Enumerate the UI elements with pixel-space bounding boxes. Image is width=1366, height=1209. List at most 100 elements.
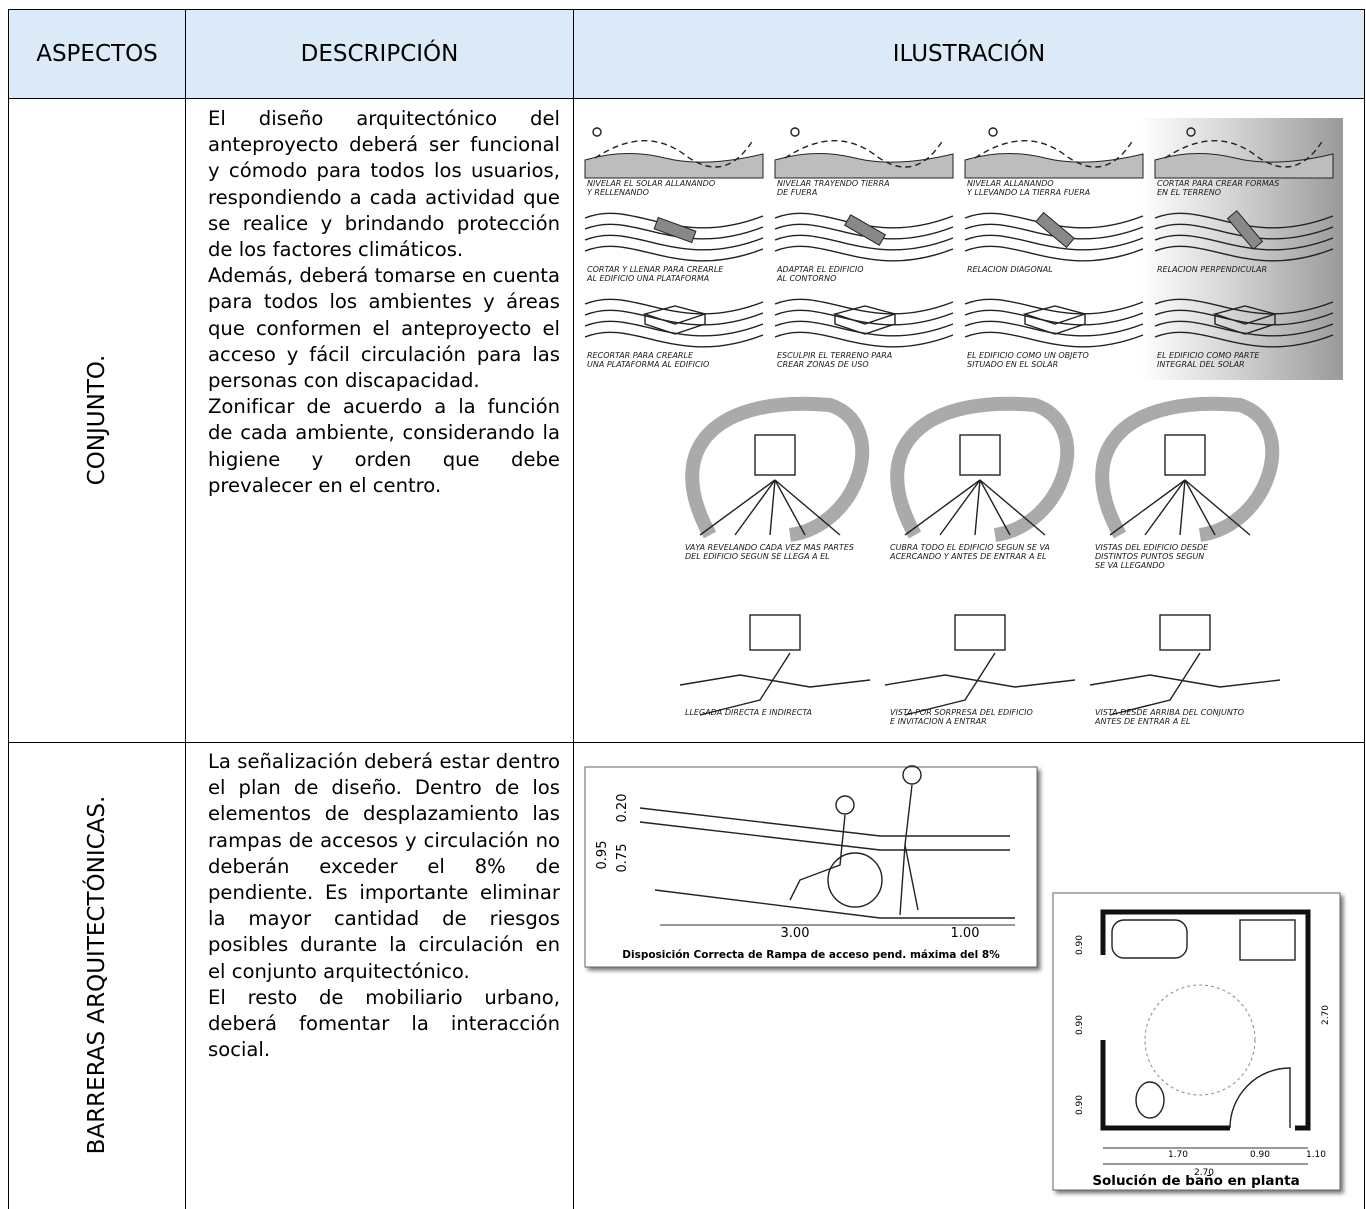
- sketch-caption: AL EDIFICIO UNA PLATAFORMA: [586, 274, 709, 283]
- contour: [774, 309, 954, 326]
- dimension: 0.75: [615, 844, 630, 873]
- header-text: ASPECTOS: [36, 41, 158, 67]
- sketch-caption: CORTAR Y LLENAR PARA CREARLE: [587, 265, 724, 274]
- description: La señalización deberá estar dentro el p…: [208, 749, 560, 1063]
- building: [832, 305, 898, 335]
- rule: [185, 9, 186, 1209]
- sightline: [774, 479, 841, 536]
- sketch-caption: RELACION PERPENDICULAR: [1157, 265, 1267, 274]
- head: [902, 765, 922, 785]
- ground: [774, 153, 954, 179]
- contour: [584, 223, 764, 240]
- paragraph: La señalización deberá estar dentro el p…: [208, 750, 560, 983]
- contour: [1154, 331, 1334, 348]
- paragraph: Además, deberá tomarse en cuenta para to…: [208, 264, 560, 393]
- profile: [784, 139, 944, 168]
- dimension: 0.90: [1075, 1095, 1085, 1115]
- bathtub: [1111, 919, 1188, 959]
- dimension: 0.90: [1250, 1150, 1270, 1160]
- building: [1212, 305, 1278, 335]
- description: El diseño arquitectónico del anteproyect…: [208, 106, 560, 499]
- walk: [699, 652, 791, 716]
- sightline: [1179, 479, 1186, 536]
- sketch-caption: Y RELLENANDO: [587, 188, 649, 197]
- contour: [1154, 245, 1334, 262]
- sketch-caption: Y LLEVANDO LA TIERRA FUERA: [967, 188, 1090, 197]
- sketch-caption: ESCULPIR EL TERRENO PARA: [777, 351, 892, 360]
- contour: [584, 298, 764, 315]
- sightline: [939, 479, 981, 536]
- sketch-caption: CUBRA TODO EL EDIFICIO SEGUN SE VA: [890, 543, 1050, 552]
- ramp-slope: [654, 889, 1015, 919]
- walk: [1109, 652, 1201, 716]
- sightline: [1184, 479, 1216, 536]
- building: [843, 214, 887, 246]
- figure-caption: Disposición Correcta de Rampa de acceso …: [622, 949, 1000, 961]
- terrain: [1089, 674, 1281, 688]
- sketch-caption: VISTA DESDE ARRIBA DEL CONJUNTO: [1095, 708, 1244, 717]
- sketch-caption: VAYA REVELANDO CADA VEZ MAS PARTES: [685, 543, 854, 552]
- contour: [1154, 298, 1334, 315]
- paragraph: El diseño arquitectónico del anteproyect…: [208, 107, 560, 262]
- head: [835, 795, 855, 815]
- rule: [8, 742, 1365, 743]
- wall: [1100, 909, 1311, 1131]
- sightline: [734, 479, 776, 536]
- door: [1229, 1067, 1291, 1129]
- sightline: [979, 479, 1046, 536]
- sketch-caption: UNA PLATAFORMA AL EDIFICIO: [587, 360, 709, 369]
- sketch-caption: NIVELAR TRAYENDO TIERRA: [777, 179, 890, 188]
- sightline: [699, 479, 776, 536]
- sketch-caption: NIVELAR EL SOLAR ALLANANDO: [587, 179, 715, 188]
- paragraph: El resto de mobiliario urbano, deberá fo…: [208, 985, 560, 1062]
- contour: [1154, 234, 1334, 251]
- sketch-caption: SE VA LLEGANDO: [1095, 561, 1165, 570]
- building: [642, 305, 708, 335]
- contour: [964, 234, 1144, 251]
- building: [653, 216, 697, 244]
- dimension: 0.90: [1075, 935, 1085, 955]
- building: [1022, 305, 1088, 335]
- dimension: 2.70: [1321, 1005, 1331, 1025]
- building: [1226, 210, 1264, 250]
- sketch-caption: SITUADO EN EL SOLAR: [967, 360, 1058, 369]
- contour: [774, 298, 954, 315]
- contour: [584, 245, 764, 262]
- ground: [584, 153, 764, 179]
- header-text: DESCRIPCIÓN: [300, 41, 459, 67]
- sketch-caption: NIVELAR ALLANANDO: [967, 179, 1054, 188]
- wheel: [827, 852, 883, 908]
- rule: [8, 98, 1365, 99]
- ground: [1154, 153, 1334, 179]
- handrail: [639, 821, 1010, 851]
- sketch-caption: VISTAS DEL EDIFICIO DESDE: [1095, 543, 1209, 552]
- dimension: 0.90: [1075, 1015, 1085, 1035]
- sketch-caption: E INVITACION A ENTRAR: [890, 717, 987, 726]
- dimension: 0.95: [595, 841, 610, 870]
- sightline: [904, 479, 981, 536]
- contour: [964, 298, 1144, 315]
- sketch-caption: ADAPTAR EL EDIFICIO: [776, 265, 864, 274]
- sketch-caption: LLEGADA DIRECTA E INDIRECTA: [685, 708, 812, 717]
- contour: [1154, 320, 1334, 337]
- contour: [964, 245, 1144, 262]
- walk: [904, 652, 996, 716]
- profile: [594, 139, 754, 168]
- sightline: [979, 479, 1011, 536]
- sketch-caption: VISTA POR SORPRESA DEL EDIFICIO: [890, 708, 1033, 717]
- contour: [774, 234, 954, 251]
- building: [954, 614, 1006, 651]
- tree: [1186, 127, 1196, 137]
- contour: [584, 234, 764, 251]
- approach-path: [685, 396, 870, 542]
- contour: [584, 320, 764, 337]
- paragraph: Zonificar de acuerdo a la función de cad…: [208, 395, 560, 497]
- figure: [789, 784, 919, 916]
- contour: [964, 309, 1144, 326]
- building: [959, 434, 1001, 476]
- tree: [988, 127, 998, 137]
- contour: [584, 331, 764, 348]
- contour: [584, 309, 764, 326]
